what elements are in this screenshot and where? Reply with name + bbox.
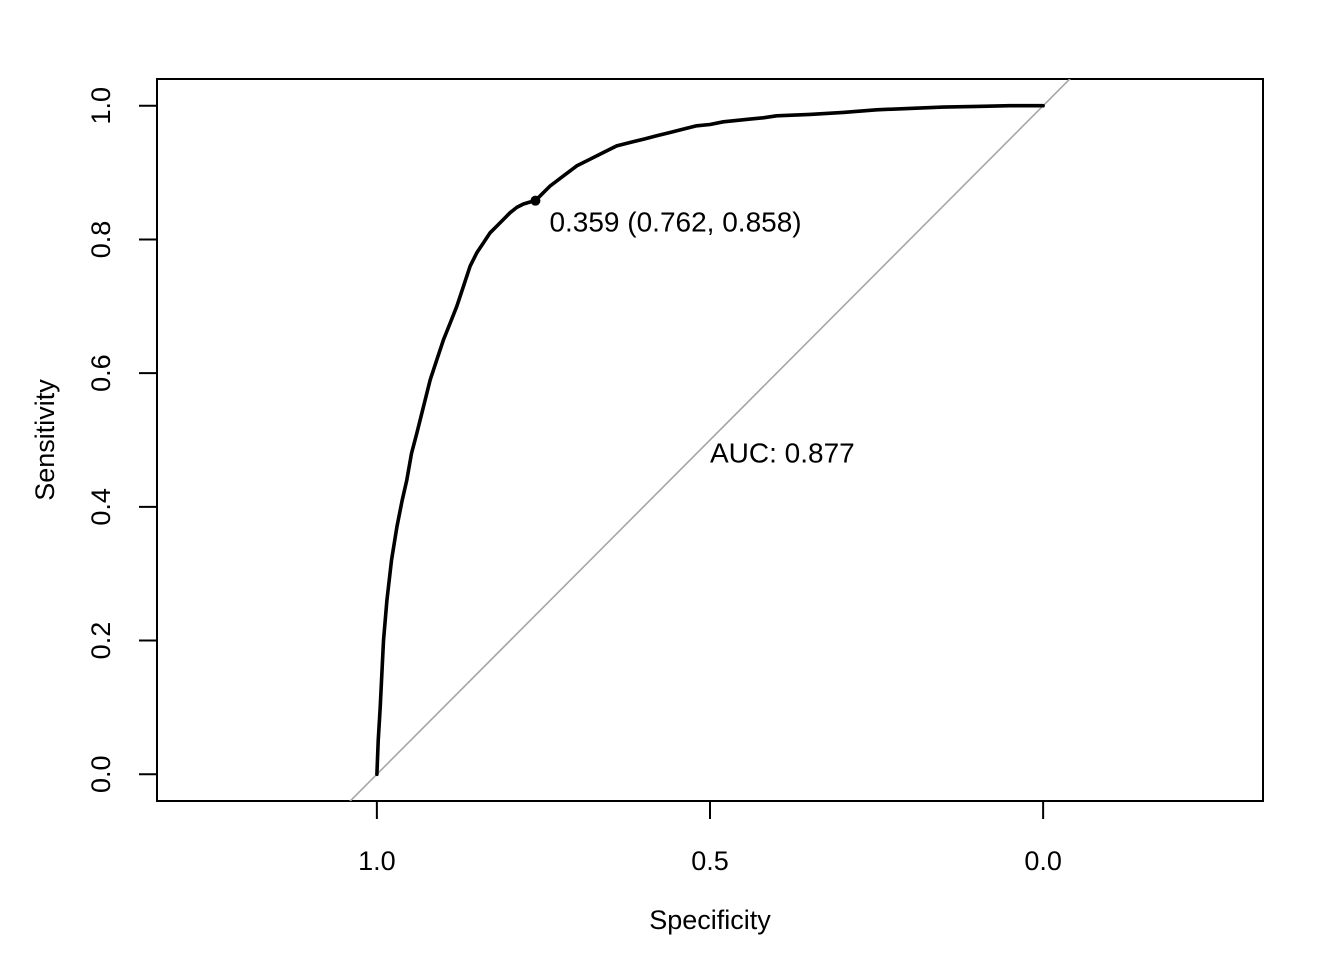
y-tick-label: 0.4 <box>86 488 116 526</box>
y-axis: 0.0 0.2 0.4 0.6 0.8 1.0 <box>86 87 158 793</box>
y-tick-label: 0.2 <box>86 622 116 660</box>
y-axis-title: Sensitivity <box>30 379 60 501</box>
reference-diagonal-line <box>349 79 1071 801</box>
x-tick-label: 1.0 <box>358 846 396 876</box>
threshold-annotation: 0.359 (0.762, 0.858) <box>549 207 801 238</box>
x-tick-label: 0.5 <box>691 846 729 876</box>
y-tick-label: 0.6 <box>86 354 116 392</box>
x-tick-label: 0.0 <box>1024 846 1062 876</box>
auc-annotation: AUC: 0.877 <box>710 437 855 468</box>
y-tick-label: 0.8 <box>86 221 116 259</box>
x-axis-title: Specificity <box>649 905 771 935</box>
y-tick-label: 0.0 <box>86 755 116 793</box>
best-threshold-point <box>530 195 541 206</box>
y-tick-label: 1.0 <box>86 87 116 125</box>
x-axis: 1.0 0.5 0.0 <box>358 800 1062 876</box>
